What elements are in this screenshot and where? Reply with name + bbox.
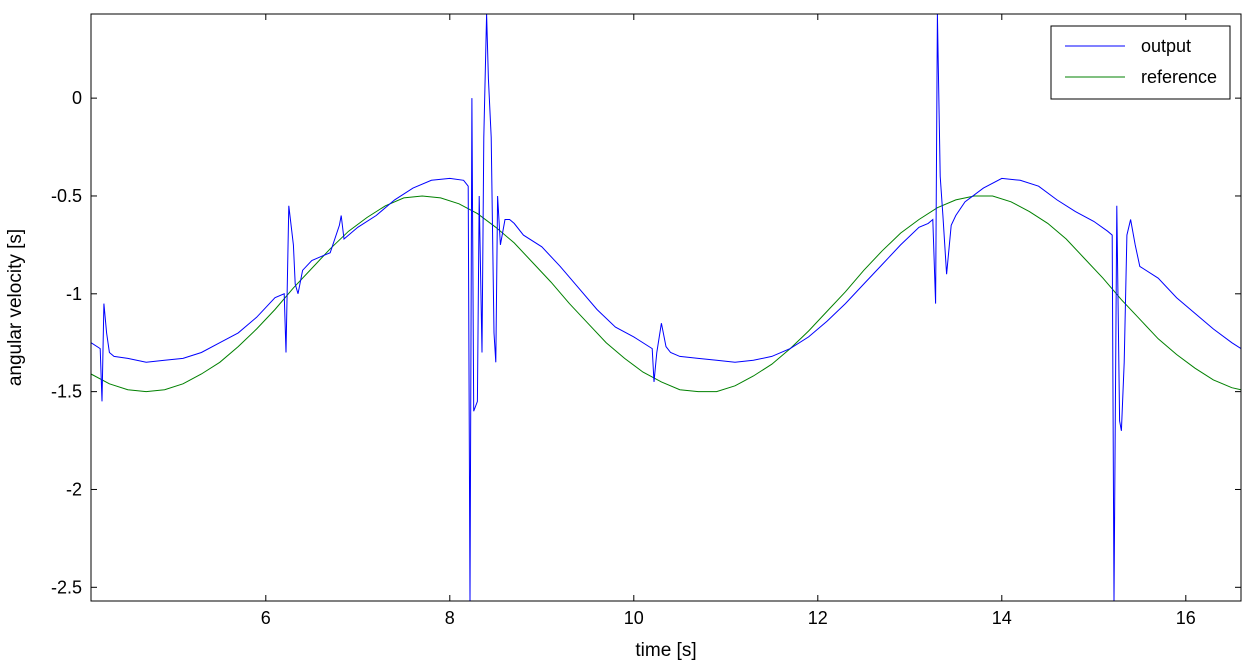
- x-tick-label: 6: [261, 608, 271, 628]
- x-tick-label: 16: [1176, 608, 1196, 628]
- legend: output reference: [1050, 25, 1231, 100]
- series-line-output: [91, 14, 1241, 601]
- legend-box: [1050, 25, 1231, 100]
- x-tick-label: 10: [624, 608, 644, 628]
- plot-area-frame: [90, 13, 1242, 602]
- axis-ticks: 6 8 10 12 14 16 0 -0.5 -1 -1.5 -2 -2.5: [51, 14, 1241, 628]
- y-tick-label: -2: [66, 479, 82, 499]
- legend-label-output: output: [1141, 36, 1191, 56]
- y-tick-label: -0.5: [51, 186, 82, 206]
- x-axis-label: time [s]: [635, 640, 696, 661]
- y-tick-label: -1: [66, 284, 82, 304]
- x-tick-label: 8: [445, 608, 455, 628]
- x-tick-label: 14: [992, 608, 1012, 628]
- y-tick-label: -2.5: [51, 577, 82, 597]
- y-axis-label: angular velocity [s]: [5, 229, 26, 386]
- y-tick-label: -1.5: [51, 382, 82, 402]
- y-tick-label: 0: [72, 88, 82, 108]
- x-tick-label: 12: [808, 608, 828, 628]
- series-layer: [91, 14, 1241, 601]
- legend-label-reference: reference: [1141, 67, 1217, 87]
